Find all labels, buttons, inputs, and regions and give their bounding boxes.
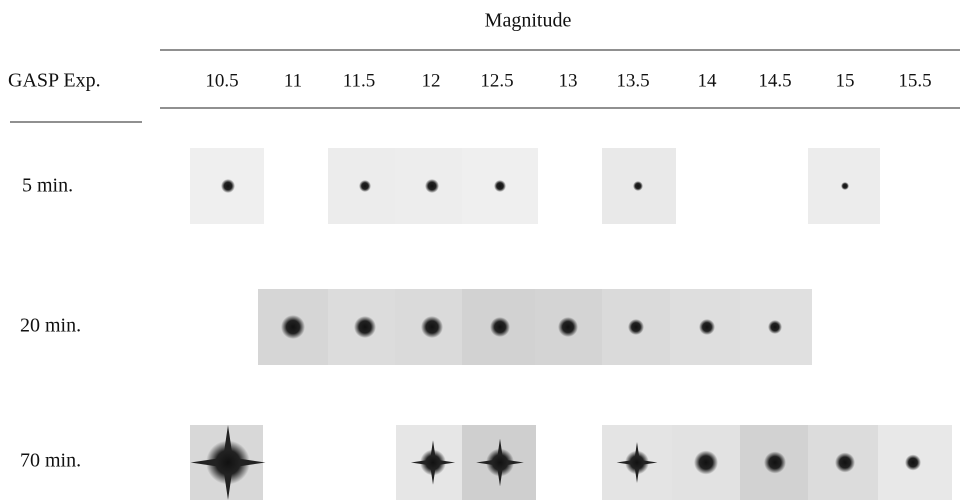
star	[694, 450, 718, 475]
star	[281, 315, 305, 339]
row-labels: 5 min. 20 min. 70 min.	[20, 175, 81, 472]
star	[905, 454, 921, 471]
star	[633, 181, 643, 191]
column-label: 13	[559, 70, 578, 91]
star	[558, 317, 578, 337]
star	[835, 452, 855, 473]
header-title: Magnitude	[485, 10, 572, 32]
star	[768, 320, 782, 334]
star	[354, 316, 376, 338]
star	[425, 179, 439, 193]
star	[494, 180, 506, 192]
column-label: 13.5	[616, 70, 649, 91]
column-label: 12	[422, 70, 441, 91]
column-label: 11.5	[343, 70, 376, 91]
column-label: 10.5	[205, 70, 238, 91]
star	[699, 319, 715, 335]
star	[420, 449, 446, 476]
column-label: 12.5	[480, 70, 513, 91]
star	[841, 182, 849, 190]
column-label: 11	[284, 70, 302, 91]
thumbnails	[190, 148, 952, 500]
star	[625, 450, 649, 475]
star	[421, 316, 443, 338]
row-label: 20 min.	[20, 315, 81, 337]
row-header: GASP Exp.	[8, 70, 101, 92]
row-label: 5 min.	[22, 175, 73, 197]
column-headers: 10.5 11 11.5 12 12.5 13 13.5 14 14.5 15 15.5	[205, 70, 931, 91]
star	[764, 451, 786, 474]
column-label: 14	[698, 70, 718, 91]
star	[490, 317, 510, 337]
star	[486, 448, 514, 477]
star	[628, 319, 644, 335]
column-label: 14.5	[758, 70, 791, 91]
star	[359, 180, 371, 192]
column-label: 15	[836, 70, 855, 91]
star	[206, 440, 250, 485]
star	[221, 179, 235, 193]
row-label: 70 min.	[20, 450, 81, 472]
column-label: 15.5	[898, 70, 931, 91]
